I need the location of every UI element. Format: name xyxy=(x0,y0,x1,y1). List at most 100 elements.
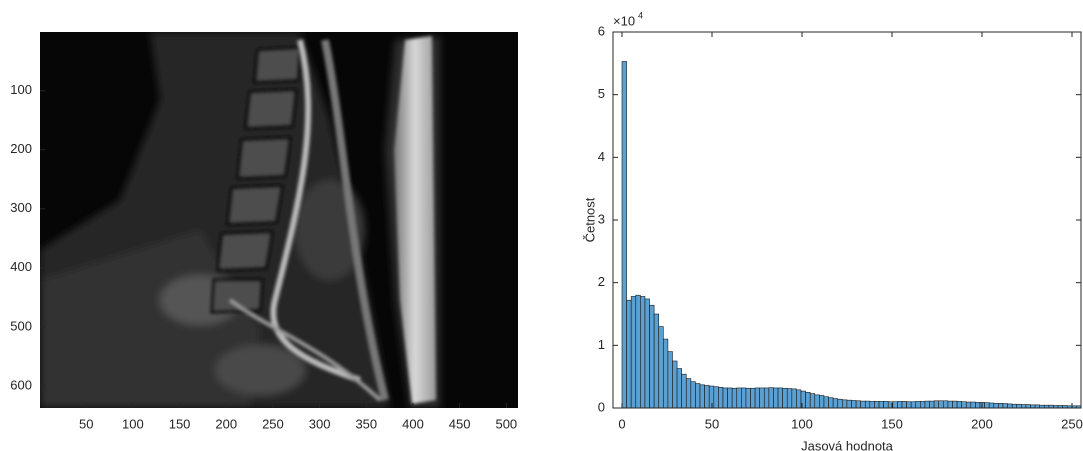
bar xyxy=(860,400,866,409)
bar xyxy=(883,401,889,409)
mri-image xyxy=(40,32,518,408)
bar xyxy=(681,373,687,409)
x-tick-label: 200 xyxy=(215,416,237,431)
bar xyxy=(745,387,751,409)
bar xyxy=(942,400,949,409)
bar xyxy=(998,402,1004,409)
bar xyxy=(1016,403,1022,409)
axes-frame xyxy=(612,31,1082,409)
bar xyxy=(777,387,783,409)
y-tick-label: 3 xyxy=(598,211,605,226)
bar xyxy=(956,401,962,409)
bar xyxy=(906,401,912,409)
bar xyxy=(699,384,705,409)
bar xyxy=(878,401,884,409)
bar xyxy=(869,401,875,409)
bar xyxy=(823,396,829,409)
bar xyxy=(695,383,701,409)
bar xyxy=(621,61,627,409)
y-tick-label: 6 xyxy=(598,23,605,38)
y-tick-label: 200 xyxy=(10,141,32,156)
x-tick-label: 50 xyxy=(705,416,719,431)
bar xyxy=(658,326,664,409)
bar xyxy=(924,400,930,409)
y-tick-label: 100 xyxy=(10,82,32,97)
bar xyxy=(814,394,820,409)
bar xyxy=(727,387,733,409)
x-tick-label: 50 xyxy=(79,416,93,431)
bar xyxy=(864,400,871,409)
bar xyxy=(933,400,940,409)
bar xyxy=(988,402,995,409)
bar xyxy=(672,360,678,409)
bar xyxy=(828,397,834,409)
bar xyxy=(713,386,719,409)
bar xyxy=(676,368,682,409)
bar xyxy=(754,387,760,409)
x-tick-label: 200 xyxy=(971,416,993,431)
bar xyxy=(750,387,756,409)
x-tick-label: 0 xyxy=(618,416,625,431)
y-tick-label: 2 xyxy=(598,274,605,289)
bar xyxy=(1021,404,1027,409)
bar xyxy=(663,338,669,409)
bar xyxy=(759,387,765,409)
bar xyxy=(768,387,774,409)
bar xyxy=(1002,403,1008,409)
y-tick-label: 300 xyxy=(10,200,32,215)
bar xyxy=(842,399,848,409)
bar xyxy=(796,389,802,409)
x-axis-label: Jasová hodnota xyxy=(801,438,894,451)
bar xyxy=(718,387,724,409)
x-tick-label: 250 xyxy=(262,416,284,431)
bar xyxy=(892,401,898,409)
bar xyxy=(690,381,696,409)
bar xyxy=(961,401,967,409)
x-tick-label: 350 xyxy=(355,416,377,431)
bar xyxy=(635,294,641,409)
y-tick-label: 5 xyxy=(598,86,605,101)
bar xyxy=(722,387,728,409)
bar xyxy=(837,398,843,409)
bar xyxy=(649,304,655,409)
bar xyxy=(685,378,692,409)
bar xyxy=(897,401,903,409)
bar xyxy=(1011,403,1018,409)
bar xyxy=(773,387,779,409)
bar xyxy=(855,400,861,409)
bar xyxy=(947,400,953,409)
bar xyxy=(809,393,816,409)
bar xyxy=(791,388,797,409)
x-tick-label: 250 xyxy=(1061,416,1083,431)
bar xyxy=(970,401,976,409)
y-exponent-power: 4 xyxy=(638,10,643,20)
bar xyxy=(640,296,646,409)
bar xyxy=(626,299,632,409)
x-tick-label: 100 xyxy=(122,416,144,431)
bar xyxy=(846,399,852,409)
bar xyxy=(965,401,972,409)
bar xyxy=(984,402,990,409)
x-tick-label: 500 xyxy=(495,416,517,431)
bar xyxy=(975,402,981,409)
x-tick-label: 100 xyxy=(791,416,813,431)
x-tick-label: 150 xyxy=(169,416,191,431)
bar xyxy=(1025,404,1031,409)
bar xyxy=(786,388,793,409)
bar xyxy=(938,400,944,409)
y-tick-label: 600 xyxy=(10,377,32,392)
bar xyxy=(901,401,907,409)
bar xyxy=(763,387,770,409)
y-tick-label: 4 xyxy=(598,149,605,164)
bar xyxy=(915,401,921,409)
bar xyxy=(741,387,747,409)
y-tick-label: 400 xyxy=(10,259,32,274)
x-tick-label: 450 xyxy=(449,416,471,431)
bar xyxy=(851,400,857,409)
bar xyxy=(736,387,742,409)
x-tick-label: 400 xyxy=(402,416,424,431)
bar xyxy=(910,401,917,409)
bar xyxy=(731,387,738,409)
